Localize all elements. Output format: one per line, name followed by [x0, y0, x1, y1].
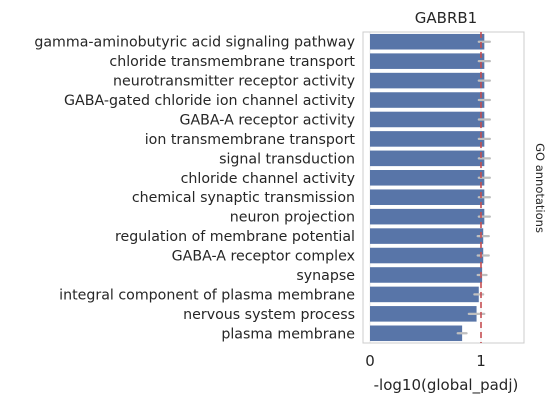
category-label: ion transmembrane transport	[145, 132, 356, 148]
category-label: chloride channel activity	[181, 171, 355, 187]
category-label: gamma-aminobutyric acid signaling pathwa…	[34, 35, 355, 51]
bar	[370, 208, 485, 225]
x-tick-label: 1	[476, 352, 486, 370]
bar	[370, 306, 477, 322]
category-label: GABA-A receptor complex	[172, 249, 355, 265]
category-label: signal transduction	[219, 151, 355, 167]
category-label: nervous system process	[183, 307, 355, 323]
category-label: neuron projection	[230, 210, 355, 226]
bar	[370, 131, 485, 147]
bar	[370, 189, 485, 205]
bar	[370, 111, 485, 128]
bar	[370, 53, 485, 69]
bar	[370, 92, 485, 108]
y-axis-label: GO annotations	[533, 143, 547, 233]
x-axis-label: -log10(global_padj)	[374, 376, 519, 395]
category-label: integral component of plasma membrane	[59, 287, 355, 303]
bar	[370, 72, 485, 89]
bar	[370, 170, 485, 186]
category-label: plasma membrane	[221, 326, 355, 342]
bar	[370, 150, 485, 167]
category-label: neurotransmitter receptor activity	[113, 74, 355, 90]
bar	[370, 247, 484, 264]
category-label: regulation of membrane potential	[115, 229, 355, 245]
x-tick-label: 0	[365, 352, 375, 370]
bar	[370, 33, 485, 50]
chart-title: GABRB1	[415, 9, 477, 27]
bar	[370, 228, 484, 244]
bars-layer	[370, 33, 485, 342]
category-labels: gamma-aminobutyric acid signaling pathwa…	[34, 35, 355, 343]
plot-frame	[362, 31, 525, 344]
bar	[370, 325, 463, 342]
category-label: synapse	[296, 268, 355, 284]
category-label: chloride transmembrane transport	[109, 54, 355, 70]
bar	[370, 286, 479, 303]
category-label: GABA-gated chloride ion channel activity	[64, 93, 355, 109]
bar	[370, 267, 483, 283]
category-label: GABA-A receptor activity	[179, 112, 355, 128]
category-label: chemical synaptic transmission	[132, 190, 355, 206]
